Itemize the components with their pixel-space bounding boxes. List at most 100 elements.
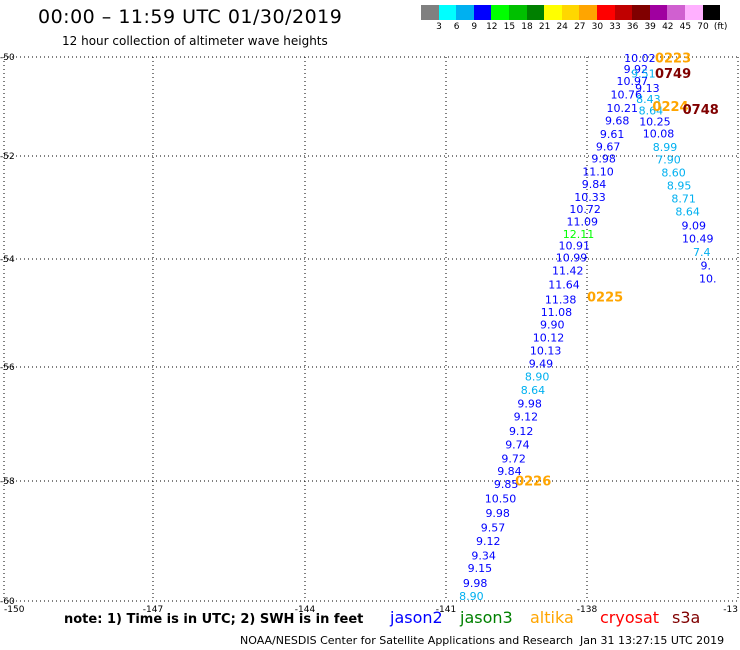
swh-value: 9.13 [635, 82, 660, 95]
pass-time-label: 0223 [655, 51, 691, 66]
swh-value: 10.12 [533, 331, 565, 344]
swh-value: 10.21 [606, 102, 638, 115]
swh-value: 12.11 [563, 228, 595, 241]
swh-value: 9.72 [501, 452, 526, 465]
scale-swatch [614, 5, 633, 20]
color-scale-bar [421, 5, 721, 20]
swh-value: 9.67 [596, 141, 621, 154]
legend-cryosat: cryosat [600, 608, 660, 627]
scale-label: 3 [436, 22, 442, 32]
swh-value: 9.98 [485, 507, 510, 520]
scale-label: 15 [503, 22, 516, 32]
scale-label: 18 [521, 22, 533, 32]
scale-label: 33 [609, 22, 621, 32]
scale-swatch [649, 5, 668, 20]
scale-swatch [684, 5, 703, 20]
swh-value: 9.12 [509, 425, 534, 438]
scale-swatch [544, 5, 562, 20]
swh-value: 9.12 [514, 411, 539, 424]
scale-swatch [667, 5, 685, 20]
latitude-label: -52 [0, 152, 15, 162]
swh-value: 9.90 [540, 318, 565, 331]
swh-value: 9.57 [481, 521, 506, 534]
scale-label: 70 [697, 22, 709, 32]
longitude-label: -13 [723, 605, 738, 615]
swh-value: 8.60 [661, 167, 686, 180]
swh-value: 8.71 [671, 192, 696, 205]
swh-value: 9. [701, 260, 712, 273]
swh-value: 9.84 [582, 178, 607, 191]
scale-label: 39 [644, 22, 656, 32]
swh-value: 9.98 [591, 153, 616, 166]
swh-value: 9.85 [494, 478, 519, 491]
swh-value: 9.51 [631, 67, 656, 80]
scale-label: 27 [574, 22, 586, 32]
latitude-label: -56 [0, 363, 15, 373]
swh-value: 9.15 [468, 562, 493, 575]
swh-value: 9.49 [529, 357, 554, 370]
longitude-label: -150 [4, 605, 25, 615]
swh-value: 11.38 [545, 294, 577, 307]
swh-value: 10.33 [574, 191, 606, 204]
scale-label: 9 [471, 22, 478, 32]
swh-value: 11.42 [552, 264, 584, 277]
scale-label: 30 [591, 22, 604, 32]
swh-value: 7.90 [656, 154, 681, 167]
scale-swatch [526, 5, 545, 20]
scale-label: 36 [626, 22, 639, 32]
swh-value: 8.95 [667, 179, 692, 192]
swh-value: 10.99 [556, 251, 588, 264]
generated-timestamp: Jan 31 13:27:15 UTC 2019 [580, 634, 725, 647]
swh-value: 10.76 [611, 89, 643, 102]
latitude-label: -50 [0, 53, 15, 63]
scale-swatch [632, 5, 650, 20]
swh-value: 8.90 [525, 370, 550, 383]
swh-value: 8.64 [521, 384, 546, 397]
swh-value: 11.64 [548, 278, 580, 291]
swh-value: 11.09 [567, 215, 599, 228]
swh-value: 10.02 [624, 52, 656, 65]
latitude-label: -54 [0, 255, 15, 265]
swh-value: 10.97 [617, 75, 649, 88]
swh-value: 9.74 [505, 439, 530, 452]
pass-time-label: 0225 [587, 290, 623, 305]
units-note: note: 1) Time is in UTC; 2) SWH is in fe… [64, 612, 364, 627]
pass-time-label: 0749 [655, 67, 691, 82]
color-scale-labels: 3 6 9 12 15 18 21 24 27 30 33 36 39 42 45 70 (ft) [421, 22, 740, 34]
scale-swatch [421, 5, 439, 20]
legend-jason3: jason3 [460, 608, 513, 627]
page-subtitle: 12 hour collection of altimeter wave hei… [62, 34, 328, 48]
pass-time-label: 0748 [683, 103, 719, 118]
scale-swatch [491, 5, 509, 20]
swh-value: 11.10 [582, 165, 614, 178]
latitude-label: -58 [0, 477, 15, 487]
swh-value: 10.49 [682, 232, 714, 245]
swh-value: 8.64 [639, 104, 664, 117]
swh-value: 10. [699, 273, 717, 286]
swh-value: 9.84 [497, 465, 522, 478]
scale-swatch [508, 5, 527, 20]
swh-value: 7.4 [693, 246, 711, 259]
legend-jason2: jason2 [390, 608, 443, 627]
swh-value: 10.13 [530, 344, 562, 357]
scale-swatch [456, 5, 474, 20]
swh-value: 10.91 [559, 240, 591, 253]
swh-value: 8.99 [653, 141, 678, 154]
scale-label: 45 [679, 22, 692, 32]
swh-value: 9.98 [463, 577, 488, 590]
scale-swatch [561, 5, 580, 20]
longitude-label: -138 [577, 605, 598, 615]
scale-swatch [473, 5, 492, 20]
longitude-label: -147 [143, 605, 163, 615]
swh-value: 9.34 [471, 550, 496, 563]
scale-swatch [596, 5, 615, 20]
swh-value: 9.68 [605, 114, 630, 127]
pass-time-label: 0226 [515, 475, 551, 490]
swh-value: 10.25 [639, 115, 671, 128]
scale-label: (ft) [713, 22, 728, 32]
pass-time-label: 0224 [652, 100, 688, 115]
swh-value: 8.64 [675, 206, 700, 219]
scale-swatch [702, 5, 721, 20]
swh-value: 9.12 [476, 535, 501, 548]
